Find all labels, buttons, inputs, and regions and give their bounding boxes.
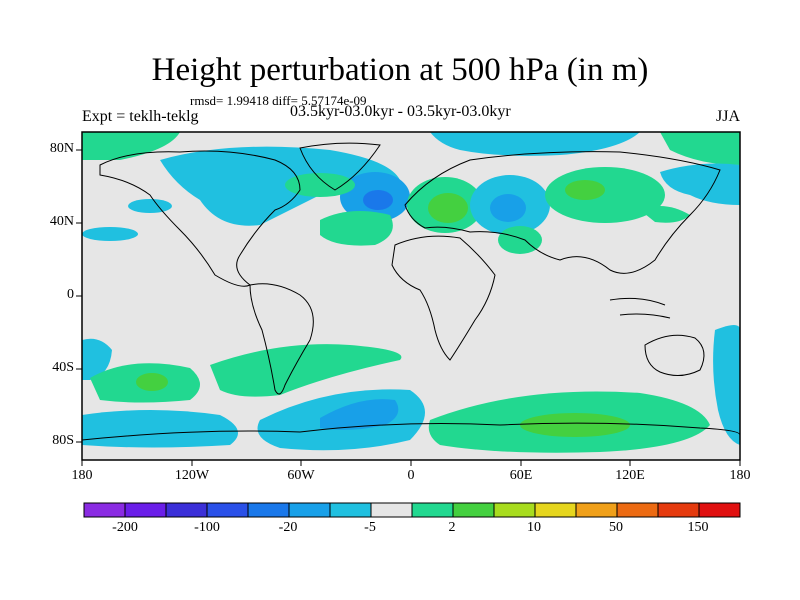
colorbar-bin: [165, 502, 208, 518]
colorbar-bin: [288, 502, 331, 518]
anomaly-negative-northeast: [660, 163, 740, 205]
y-tick-label: 40S: [52, 360, 74, 375]
coastline-africa: [391, 235, 496, 361]
colorbar-bin: [534, 502, 577, 518]
anomaly-positive-arctic-east: [660, 132, 740, 165]
coastline-indonesia: [609, 297, 671, 319]
colorbar-bin: [616, 502, 659, 518]
colorbar-label: 150: [687, 520, 709, 535]
period-label: 03.5kyr-03.0kyr - 03.5kyr-03.0kyr: [290, 103, 511, 120]
anomaly-negative-core-atlantic-2: [363, 190, 393, 210]
x-tick-label: 180: [729, 468, 751, 483]
anomaly-negative-south-pacific-west: [82, 338, 112, 380]
anomaly-negative-russia-core: [490, 194, 526, 222]
anomaly-negative-south-east: [713, 325, 740, 445]
colorbar-bin: [247, 502, 290, 518]
y-tick-label: 80N: [49, 141, 74, 156]
x-axis: [81, 460, 741, 466]
colorbar-bin: [575, 502, 618, 518]
anomaly-negative-south-atlantic: [82, 410, 238, 448]
anomaly-negative-pacific-mid: [128, 199, 172, 213]
colorbar-bin: [698, 502, 741, 518]
colorbar-label: 10: [527, 520, 541, 535]
anomaly-negative-arctic: [430, 132, 640, 156]
colorbar-bin: [124, 502, 167, 518]
anomaly-positive-arctic-west: [82, 132, 180, 160]
anomaly-positive-labrador: [285, 173, 355, 197]
anomaly-positive-asia-core: [565, 180, 605, 200]
map-title: Height perturbation at 500 hPa (in m): [151, 52, 649, 88]
experiment-label: Expt = teklh-teklg: [82, 108, 199, 125]
y-tick-label: 80S: [52, 433, 74, 448]
y-tick-label: 0: [67, 287, 74, 302]
colorbar-bin: [329, 502, 372, 518]
colorbar-label: -100: [194, 520, 220, 535]
anomaly-positive-south-america: [210, 344, 402, 397]
anomaly-positive-europe-core: [428, 193, 468, 223]
anomaly-positive-middle-east: [498, 226, 542, 254]
colorbar-label: 2: [448, 520, 456, 535]
colorbar-label: -200: [112, 520, 138, 535]
x-tick-label: 0: [407, 468, 415, 483]
colorbar-bin: [657, 502, 700, 518]
y-axis: [76, 149, 82, 443]
y-tick-label: 40N: [49, 214, 74, 229]
colorbar-bin: [83, 502, 126, 518]
anomaly-positive-antarctic-core: [520, 413, 630, 437]
colorbar-bin: [493, 502, 536, 518]
coastlines: [81, 142, 741, 441]
anomaly-positive-south-pacific-core: [136, 373, 168, 391]
anomaly-negative-southern-ocean-core: [320, 399, 399, 430]
coastline-greenland: [299, 142, 381, 191]
coastline-australia: [644, 334, 705, 376]
contour-field: [82, 132, 740, 453]
colorbar-label: 50: [609, 520, 623, 535]
colorbar-bin: [452, 502, 495, 518]
colorbar-label: -5: [364, 520, 376, 535]
anomaly-negative-pacific-west: [82, 227, 138, 241]
anomaly-positive-atlantic-south: [320, 211, 393, 246]
coastline-north-america: [99, 150, 301, 287]
anomaly-positive-pacific-ne: [640, 206, 690, 223]
season-label: JJA: [716, 108, 741, 125]
x-tick-label: 180: [71, 468, 93, 483]
colorbar-bin: [411, 502, 454, 518]
x-tick-label: 60E: [509, 468, 533, 483]
x-tick-label: 120W: [174, 468, 210, 483]
colorbar-label: -20: [278, 520, 298, 535]
coastline-eurasia: [404, 151, 721, 274]
colorbar-bin: [370, 502, 413, 518]
coastline-antarctica: [81, 422, 741, 441]
colorbar-bin: [206, 502, 249, 518]
anomaly-negative-north-atlantic: [160, 146, 400, 226]
x-tick-label: 60W: [287, 468, 315, 483]
x-tick-label: 120E: [615, 468, 645, 483]
anomaly-positive-asia: [545, 167, 665, 223]
coastline-south-america: [249, 283, 314, 395]
colorbar: [83, 502, 741, 518]
rmsd-diff-label: rmsd= 1.99418 diff= 5.57174e-09: [190, 93, 367, 108]
